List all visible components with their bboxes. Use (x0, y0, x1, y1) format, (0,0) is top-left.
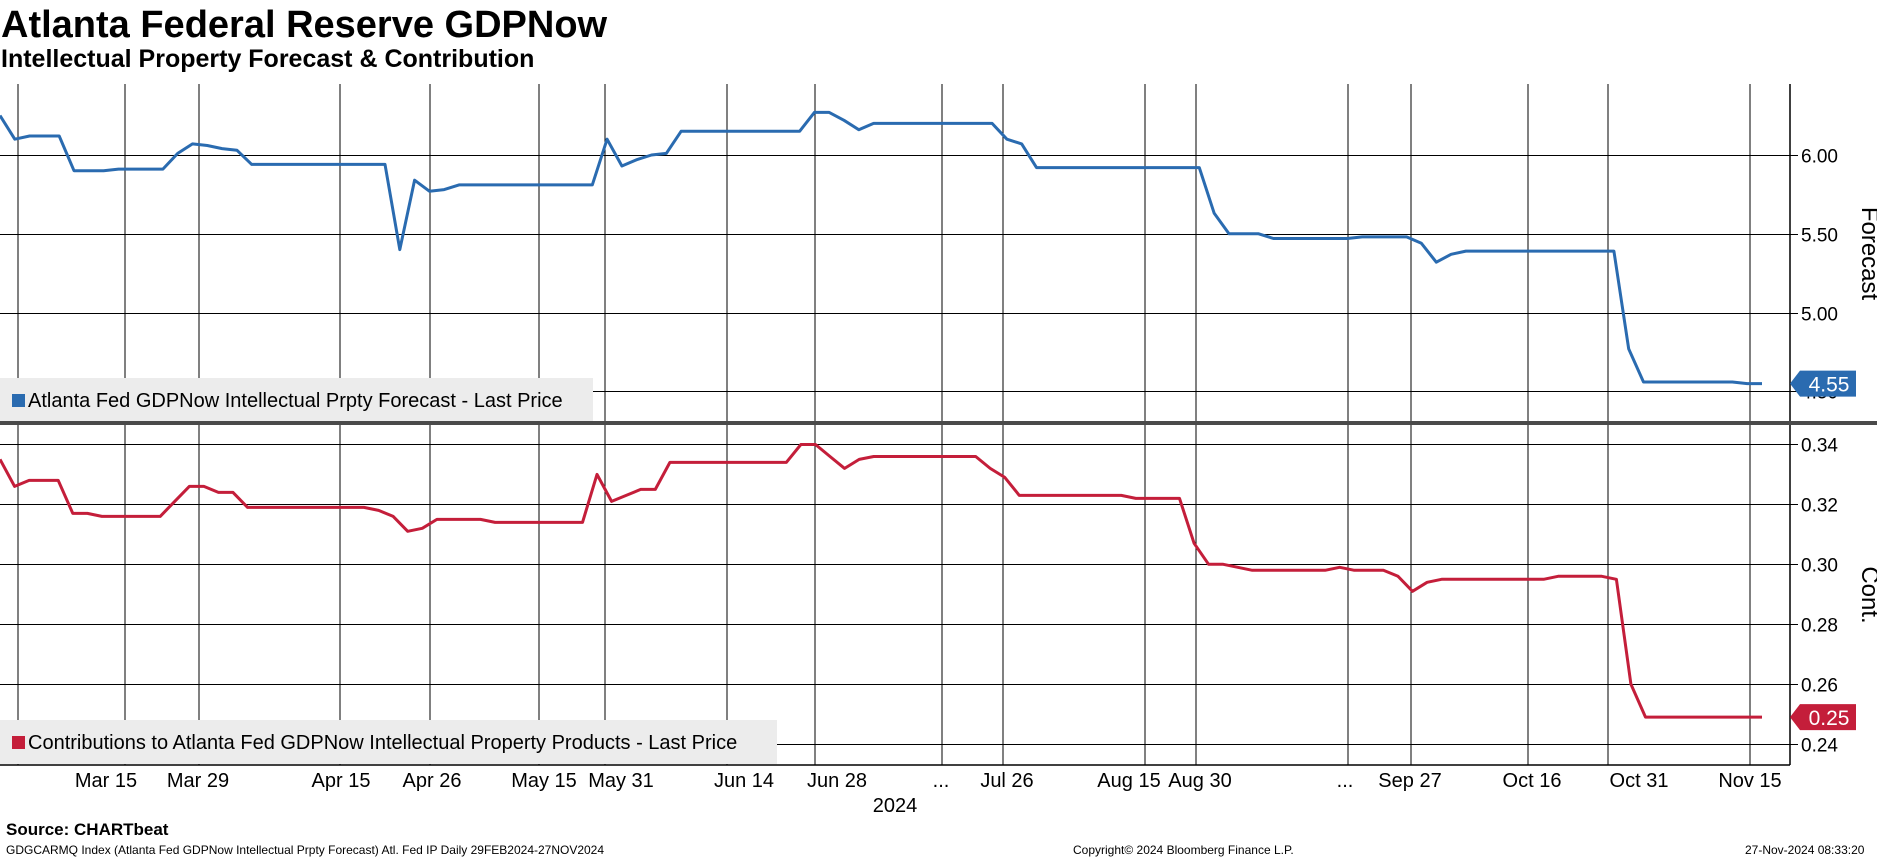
legend-swatch (12, 394, 25, 407)
y-tick-label: 0.34 (1801, 436, 1838, 457)
x-tick-label: Oct 31 (1610, 770, 1669, 792)
y-axis-title: Forecast (1856, 207, 1877, 301)
x-tick-label: Jun 14 (714, 770, 774, 792)
x-tick-label: Jul 26 (980, 770, 1033, 792)
last-value-tag (1790, 370, 1856, 397)
y-axis-title: Cont. (1856, 566, 1877, 623)
panel-2: 0.34 0.32 0.30 0.28 0.26 0.24 Contributions to… (0, 425, 1877, 765)
index-info: GDGCARMQ Index (Atlanta Fed GDPNow Intel… (6, 843, 605, 857)
series-line (0, 110, 1762, 386)
y-tick-label: 0.30 (1801, 556, 1838, 577)
copyright: Copyright© 2024 Bloomberg Finance L.P. (1073, 843, 1294, 857)
legend-label: Atlanta Fed GDPNow Intellectual Prpty Fo… (28, 390, 563, 412)
x-tick-label: Mar 15 (75, 770, 137, 792)
x-tick-label: Oct 16 (1503, 770, 1562, 792)
y-tick-label: 0.26 (1801, 676, 1838, 697)
legend-box (0, 720, 777, 764)
y-tick-label: 5.00 (1801, 305, 1838, 326)
y-tick-label: 0.28 (1801, 616, 1838, 637)
timestamp: 27-Nov-2024 08:33:20 (1745, 843, 1865, 857)
x-tick-label: ... (933, 770, 950, 792)
x-tick-label: Nov 15 (1718, 770, 1781, 792)
panel-1: 6.005.505.004.50Atlanta Fed GDPNow Intel… (0, 84, 1877, 423)
x-tick-label: Aug 30 (1168, 770, 1231, 792)
source-label: Source: CHARTbeat (6, 820, 169, 839)
x-tick-label: Mar 29 (167, 770, 229, 792)
series-line (0, 443, 1762, 719)
chart-subtitle: Intellectual Property Forecast & Contrib… (1, 45, 535, 73)
x-tick-label: Jun 28 (807, 770, 867, 792)
y-tick-label: 6.00 (1801, 147, 1838, 168)
y-tick-label: 0.32 (1801, 496, 1838, 517)
legend-swatch (12, 736, 25, 749)
x-tick-label: May 15 (511, 770, 577, 792)
chart-title: Atlanta Federal Reserve GDPNow (1, 4, 608, 46)
x-tick-label: Sep 27 (1378, 770, 1441, 792)
legend-box (0, 378, 593, 422)
legend-label: Contributions to Atlanta Fed GDPNow Inte… (28, 732, 737, 754)
panel-divider (0, 421, 1877, 425)
x-tick-label: Aug 15 (1097, 770, 1160, 792)
y-tick-label: 5.50 (1801, 226, 1838, 247)
last-value-label: 0.25 (1809, 707, 1850, 730)
x-tick-label: Apr 15 (312, 770, 371, 792)
last-value-label: 4.55 (1809, 374, 1850, 397)
x-axis-year-label: 2024 (873, 795, 918, 817)
x-tick-label: ... (1337, 770, 1354, 792)
x-tick-label: Apr 26 (403, 770, 462, 792)
y-tick-label: 0.24 (1801, 736, 1838, 757)
x-tick-label: May 31 (588, 770, 654, 792)
last-value-tag (1790, 704, 1856, 731)
